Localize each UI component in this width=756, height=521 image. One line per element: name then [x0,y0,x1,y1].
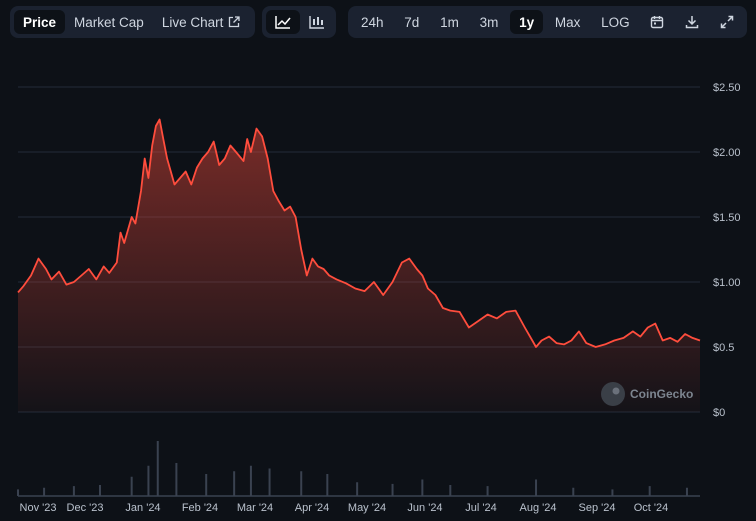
x-tick-label: Oct '24 [634,502,669,514]
x-tick-label: Apr '24 [295,502,330,514]
price-area-fill [18,119,700,412]
volume-bar [535,479,538,496]
volume-bar [43,487,46,496]
volume-bar [391,483,394,496]
x-axis-labels: Nov '23 Dec '23 Jan '24 Feb '24 Mar '24 Apr '… [20,502,669,514]
x-tick-label: Jul '24 [465,502,496,514]
volume-bar [17,489,19,496]
volume-bar [72,486,75,496]
x-tick-label: Feb '24 [182,502,218,514]
volume-bar [326,474,329,496]
watermark-text: CoinGecko [630,387,693,401]
y-axis-labels: $0 $0.5 $1.00 $1.50 $2.00 $2.50 [713,82,741,419]
volume-bar [130,476,133,496]
volume-bar [572,487,575,496]
chart-toolbar: Price Market Cap Live Chart 24h 7d 1m 3m… [0,6,756,40]
volume-bar [356,482,359,496]
x-tick-label: Dec '23 [67,502,104,514]
x-tick-label: Mar '24 [237,502,273,514]
candlestick-chart-icon [309,16,324,29]
log-toggle[interactable]: LOG [601,14,630,30]
tab-market-cap[interactable]: Market Cap [74,14,144,30]
y-tick-label: $2.50 [713,82,741,94]
metric-tab-group: Price Market Cap Live Chart [10,6,255,38]
volume-bar [486,486,489,496]
volume-bar [147,465,150,496]
volume-bar [205,474,208,496]
external-link-icon [229,16,240,28]
volume-bar [156,441,159,496]
range-1m[interactable]: 1m [440,14,459,30]
x-tick-label: Jan '24 [125,502,160,514]
calendar-icon [651,16,664,29]
tab-live-chart[interactable]: Live Chart [153,10,250,34]
range-1y[interactable]: 1y [510,10,544,34]
line-chart-icon [275,16,291,29]
chart-type-group [262,6,336,38]
candlestick-chart-button[interactable] [300,10,334,34]
volume-bar [300,471,303,496]
tab-price[interactable]: Price [14,10,66,34]
x-tick-label: Jun '24 [407,502,442,514]
x-tick-label: May '24 [348,502,386,514]
price-line [17,118,701,348]
coingecko-logo-icon [601,382,625,406]
volume-bar [233,471,236,496]
y-tick-label: $0 [713,407,725,419]
y-tick-label: $0.5 [713,342,734,354]
volume-bar [268,468,271,496]
y-tick-label: $1.50 [713,212,741,224]
range-group: 24h 7d 1m 3m 1y Max LOG [348,6,747,38]
volume-bar [98,485,101,496]
x-tick-label: Nov '23 [20,502,57,514]
volume-bar [175,463,178,496]
range-3m[interactable]: 3m [479,14,499,30]
volume-bar [611,489,614,496]
download-button[interactable] [676,10,708,34]
volume-bar [449,485,452,496]
fullscreen-button[interactable] [711,10,743,34]
download-icon [685,16,699,29]
y-tick-label: $2.00 [713,147,741,159]
y-tick-label: $1.00 [713,277,741,289]
volume-bars [17,441,700,497]
volume-bar [421,479,424,496]
line-chart-button[interactable] [266,10,300,34]
range-7d[interactable]: 7d [404,14,420,30]
expand-icon [720,15,734,29]
x-tick-label: Aug '24 [520,502,557,514]
volume-bar [249,465,252,496]
x-tick-label: Sep '24 [579,502,616,514]
range-24h[interactable]: 24h [361,14,384,30]
volume-bar [648,486,651,496]
volume-bar [685,487,688,496]
coingecko-watermark: CoinGecko [601,382,693,406]
range-max[interactable]: Max [554,14,581,30]
calendar-button[interactable] [641,10,673,34]
